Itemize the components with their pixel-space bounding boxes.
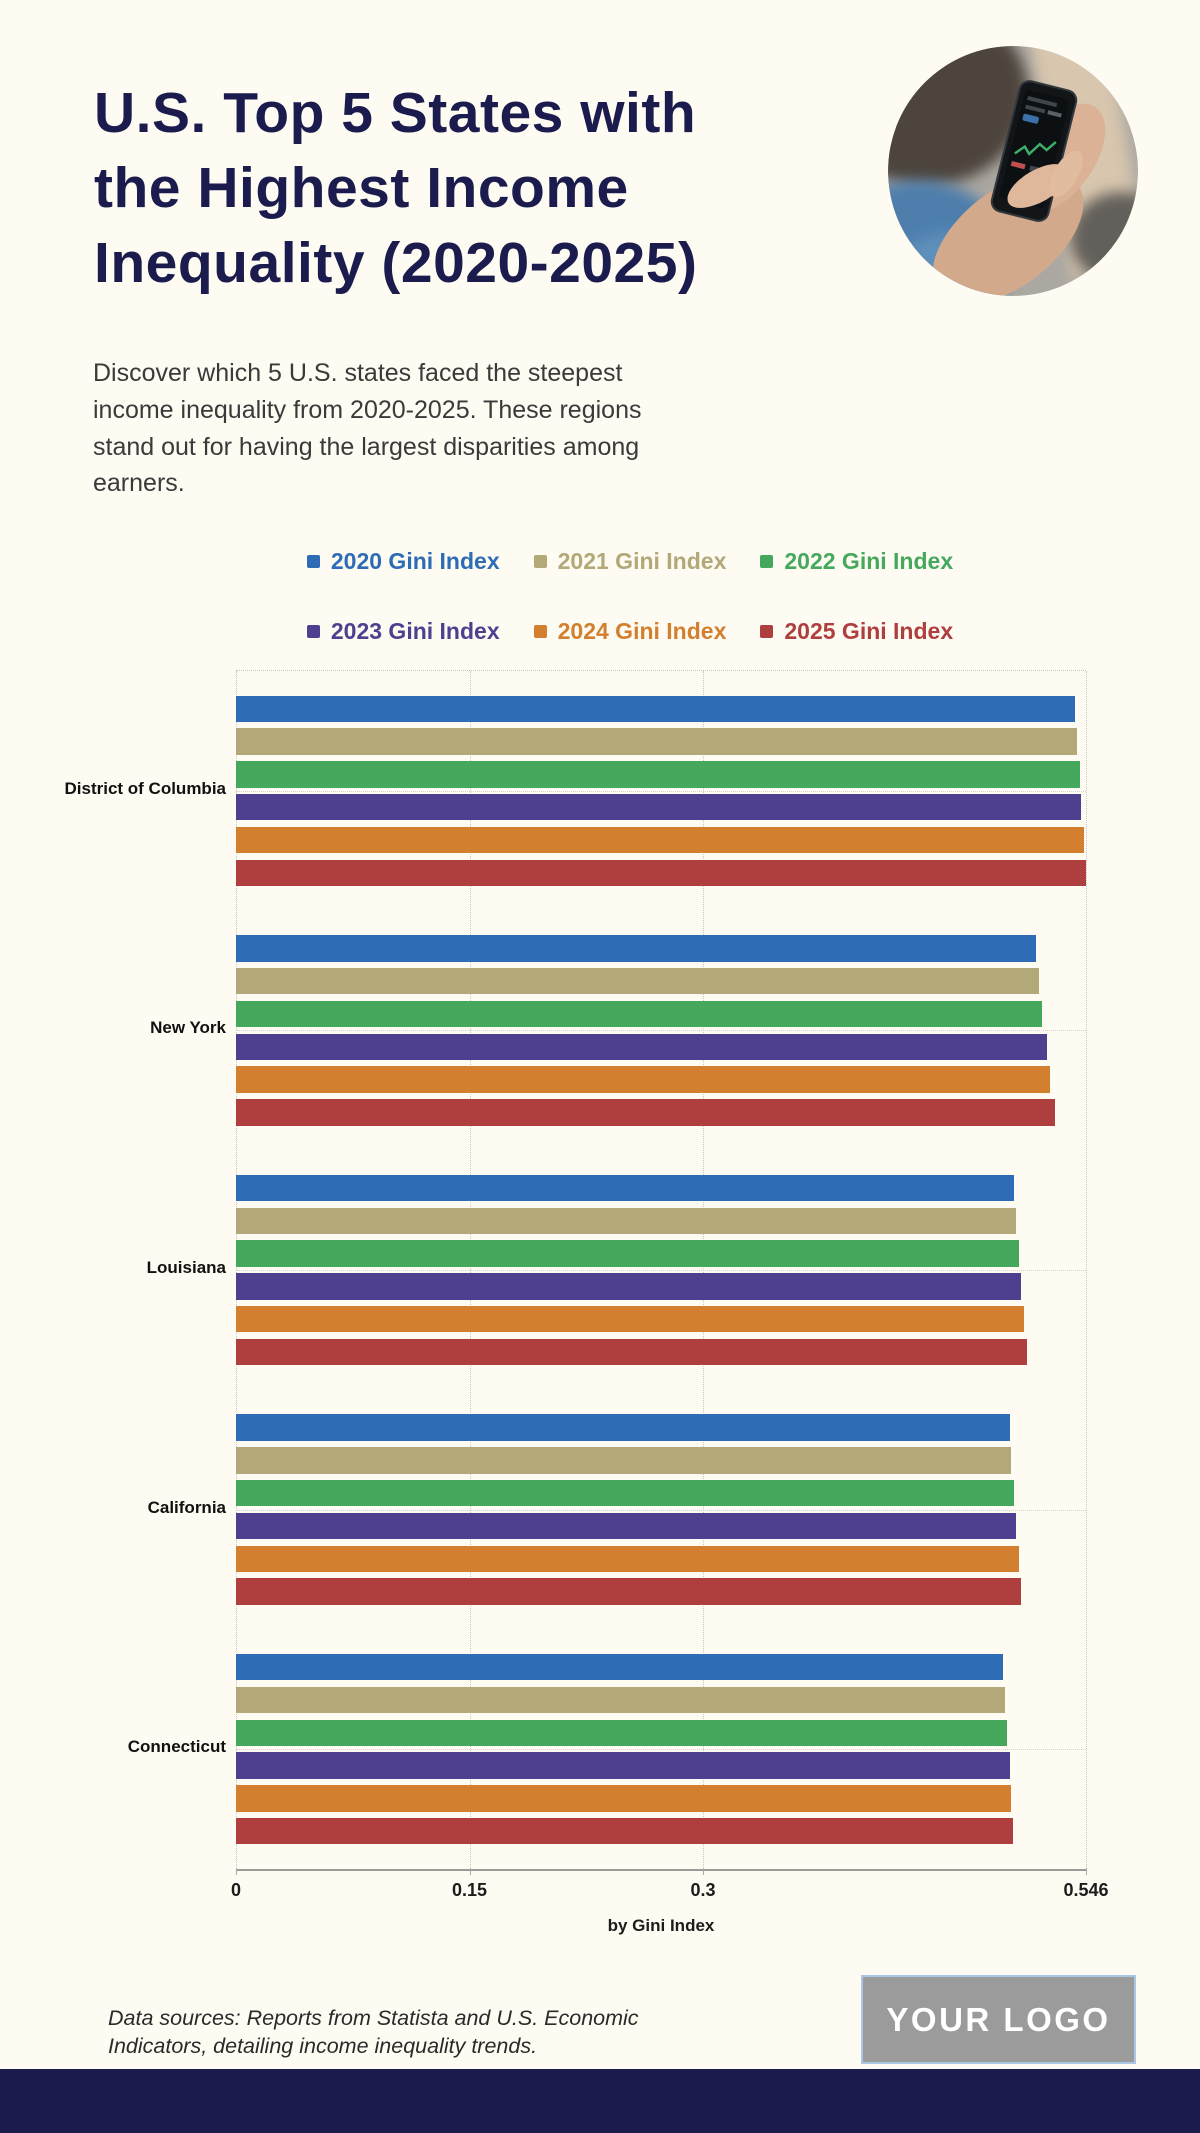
- subtitle-line: earners.: [93, 469, 185, 498]
- bar-louisiana-2022: [236, 1240, 1020, 1267]
- legend-label: 2023 Gini Index: [330, 618, 500, 644]
- category-gridline: [236, 790, 1086, 792]
- x-axis-title: by Gini Index: [607, 1916, 715, 1935]
- chart-legend-row-2: 2023 Gini Index 2024 Gini Index 2025 Gini …: [56, 618, 1200, 645]
- tick-mark: [236, 1868, 237, 1875]
- legend-swatch-icon: [306, 555, 320, 568]
- page-subtitle: Discover which 5 U.S. states faced the s…: [93, 355, 853, 502]
- bar-louisiana-2025: [236, 1338, 1027, 1366]
- bar-connecticut-2021: [236, 1686, 1006, 1714]
- bar-louisiana-2023: [236, 1273, 1021, 1300]
- bar-new-york-2021: [236, 967, 1040, 995]
- category-label: District of Columbia: [64, 778, 226, 798]
- bar-california-2022: [236, 1479, 1015, 1507]
- logo-text: YOUR LOGO: [886, 2000, 1111, 2038]
- category-gridline: [236, 1270, 1086, 1271]
- tick-label: 0.3: [690, 1880, 716, 1900]
- subtitle-line: Discover which 5 U.S. states faced the s…: [93, 359, 623, 387]
- title-line: U.S. Top 5 States with: [94, 81, 697, 146]
- legend-item: 2021 Gini Index: [533, 548, 727, 575]
- legend-label: 2020 Gini Index: [330, 548, 500, 574]
- legend-swatch-icon: [306, 625, 320, 638]
- legend-item: 2022 Gini Index: [760, 548, 953, 575]
- logo-placeholder: YOUR LOGO: [861, 1975, 1136, 2064]
- page-title: U.S. Top 5 States with the Highest Incom…: [94, 76, 894, 300]
- bar-louisiana-2020: [236, 1174, 1015, 1202]
- data-sources-line: Indicators, detailing income inequality …: [108, 2034, 538, 2059]
- subtitle-line: income inequality from 2020-2025. These …: [93, 395, 642, 424]
- footer-accent-bar: [0, 2069, 1200, 2133]
- bar-louisiana-2024: [236, 1305, 1024, 1333]
- tick-label: 0.546: [1063, 1880, 1109, 1900]
- category-gridline: [236, 1749, 1086, 1751]
- category-gridline: [236, 1030, 1086, 1032]
- legend-item: 2020 Gini Index: [306, 548, 500, 575]
- bar-connecticut-2024: [236, 1785, 1012, 1812]
- bar-new-york-2020: [236, 935, 1037, 962]
- legend-swatch-icon: [533, 555, 547, 568]
- bar-district-of-columbia-2025: [236, 859, 1086, 886]
- category-label: Louisiana: [146, 1258, 226, 1277]
- legend-swatch-icon: [533, 625, 547, 638]
- tick-mark: [703, 1868, 705, 1875]
- gridline: [1086, 671, 1087, 1869]
- bar-district-of-columbia-2021: [236, 728, 1077, 755]
- chart-legend-row-1: 2020 Gini Index 2021 Gini Index 2022 Gini …: [56, 548, 1200, 575]
- bar-new-york-2024: [236, 1066, 1051, 1093]
- legend-item: 2025 Gini Index: [760, 618, 953, 645]
- bar-connecticut-2023: [236, 1752, 1010, 1779]
- legend-item: 2024 Gini Index: [533, 618, 727, 645]
- tick-label: 0.15: [451, 1880, 488, 1900]
- title-line: Inequality (2020-2025): [94, 230, 698, 295]
- bar-district-of-columbia-2023: [236, 793, 1082, 821]
- bar-california-2024: [236, 1545, 1020, 1572]
- data-sources-line: Data sources: Reports from Statista and …: [108, 2005, 639, 2030]
- bar-california-2021: [236, 1447, 1012, 1474]
- bar-connecticut-2025: [236, 1817, 1013, 1845]
- bar-chart-plot-area: [236, 670, 1087, 1871]
- bar-district-of-columbia-2024: [236, 826, 1085, 854]
- legend-swatch-icon: [760, 555, 774, 568]
- category-gridline: [236, 1509, 1086, 1511]
- bar-louisiana-2021: [236, 1207, 1016, 1234]
- legend-label: 2021 Gini Index: [557, 548, 727, 574]
- bar-california-2025: [236, 1578, 1021, 1605]
- hero-photo: [888, 46, 1138, 296]
- tick-mark: [469, 1868, 471, 1875]
- tick-label: 0: [230, 1880, 242, 1900]
- category-label: California: [147, 1497, 226, 1517]
- data-sources-note: Data sources: Reports from Statista and …: [108, 2004, 688, 2061]
- bar-connecticut-2020: [236, 1653, 1004, 1681]
- legend-swatch-icon: [760, 625, 774, 638]
- category-label: Connecticut: [127, 1737, 226, 1757]
- legend-label: 2025 Gini Index: [784, 618, 954, 644]
- title-line: the Highest Income: [94, 155, 629, 220]
- subtitle-line: stand out for having the largest dispari…: [93, 432, 640, 461]
- bar-district-of-columbia-2020: [236, 695, 1076, 722]
- bar-new-york-2025: [236, 1099, 1055, 1126]
- bar-new-york-2022: [236, 1000, 1043, 1028]
- tick-mark: [1086, 1868, 1087, 1875]
- legend-item: 2023 Gini Index: [306, 618, 500, 645]
- category-label: New York: [150, 1018, 226, 1038]
- hero-photo-illustration: [888, 46, 1138, 296]
- legend-label: 2022 Gini Index: [784, 548, 954, 574]
- legend-label: 2024 Gini Index: [557, 618, 727, 644]
- bar-california-2023: [236, 1512, 1016, 1540]
- bar-connecticut-2022: [236, 1719, 1007, 1746]
- bar-district-of-columbia-2022: [236, 761, 1080, 788]
- bar-new-york-2023: [236, 1033, 1048, 1060]
- bar-california-2020: [236, 1414, 1010, 1441]
